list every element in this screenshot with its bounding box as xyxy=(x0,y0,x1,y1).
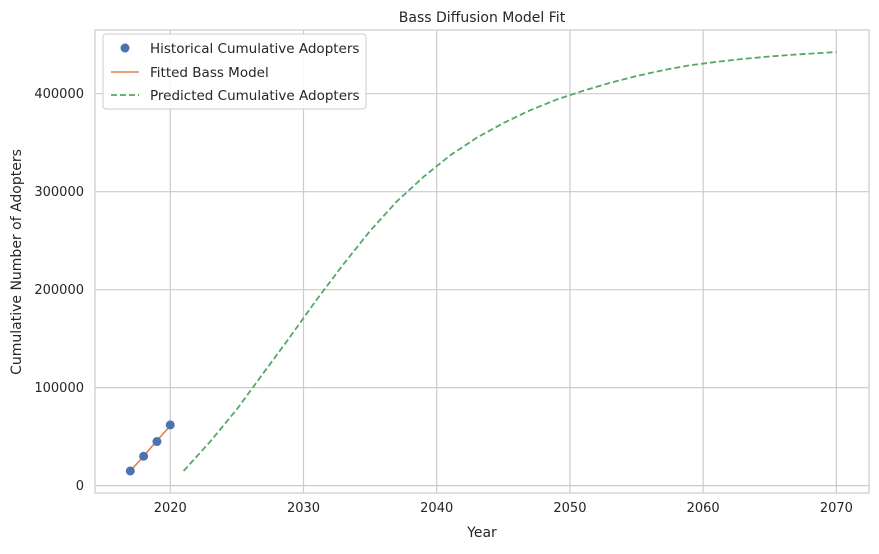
plot-frame xyxy=(94,29,870,494)
x-tick-label: 2020 xyxy=(154,501,187,516)
grid xyxy=(95,30,869,493)
chart-title: Bass Diffusion Model Fit xyxy=(399,10,566,26)
legend-label-fitted: Fitted Bass Model xyxy=(150,65,269,81)
y-tick-label: 400000 xyxy=(34,87,84,102)
y-tick-labels: 0 100000 200000 300000 400000 xyxy=(34,87,84,494)
legend-box xyxy=(102,33,367,110)
x-tick-label: 2070 xyxy=(820,501,853,516)
historical-point xyxy=(165,420,175,430)
historical-point xyxy=(125,466,135,476)
y-tick-label: 200000 xyxy=(34,283,84,298)
y-tick-label: 0 xyxy=(76,479,84,494)
x-tick-labels: 2020 2030 2040 2050 2060 2070 xyxy=(154,501,853,516)
x-tick-label: 2060 xyxy=(687,501,720,516)
y-tick-label: 100000 xyxy=(34,381,84,396)
x-tick-label: 2040 xyxy=(420,501,453,516)
y-axis-label: Cumulative Number of Adopters xyxy=(9,149,25,375)
fitted-series-line xyxy=(129,425,171,472)
y-tick-label: 300000 xyxy=(34,185,84,200)
x-tick-label: 2050 xyxy=(553,501,586,516)
x-axis-label: Year xyxy=(466,525,497,541)
historical-point xyxy=(139,451,149,461)
legend: Historical Cumulative Adopters Fitted Ba… xyxy=(102,33,367,110)
legend-label-historical: Historical Cumulative Adopters xyxy=(150,41,359,57)
legend-label-predicted: Predicted Cumulative Adopters xyxy=(150,88,360,104)
historical-point xyxy=(152,437,162,447)
legend-marker-historical xyxy=(120,43,130,53)
series-layer xyxy=(125,51,837,476)
predicted-series-line xyxy=(182,51,837,472)
x-tick-label: 2030 xyxy=(287,501,320,516)
